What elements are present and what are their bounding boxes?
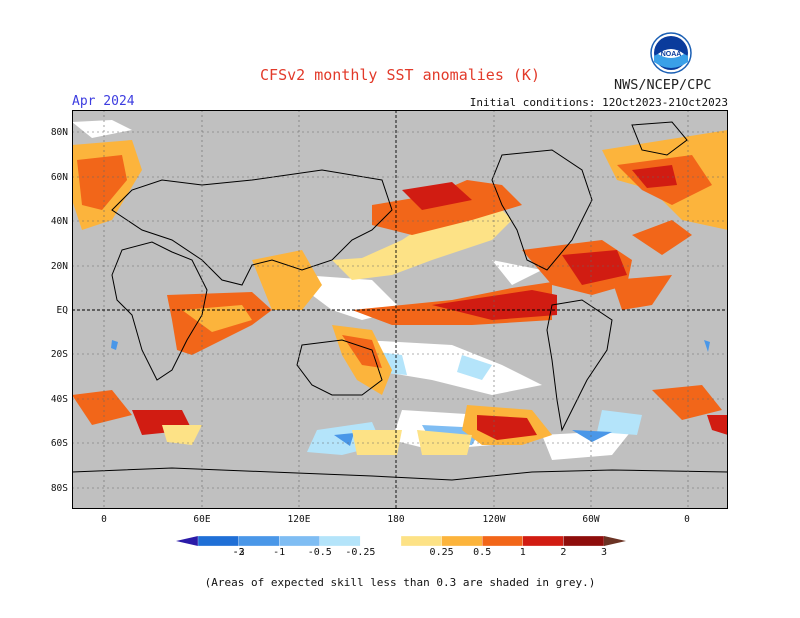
- colorbar-segment: [522, 535, 564, 547]
- colorbar-tick-label: -2: [232, 547, 245, 558]
- lat-label: 40S: [50, 394, 68, 405]
- sst-anomaly-map: [72, 110, 728, 509]
- colorbar-min-arrow: [176, 536, 198, 546]
- organization-label: NWS/NCEP/CPC: [614, 77, 712, 93]
- lon-label: 60W: [582, 514, 600, 525]
- lon-label: 0: [684, 514, 690, 525]
- continent-outlines: [72, 121, 728, 481]
- colorbar-segment: [279, 535, 320, 547]
- positive-anomaly-areas: [72, 130, 728, 455]
- colorbar-tick-label: 2: [560, 547, 567, 558]
- colorbar-segment: [400, 535, 442, 547]
- colorbar-tick-label: -1: [273, 547, 286, 558]
- lat-label: 20S: [50, 349, 68, 360]
- colorbar-segment: [482, 535, 523, 547]
- colorbar: [176, 535, 626, 547]
- logo-text: NOAA: [661, 51, 682, 58]
- colorbar-tick-label: -3: [232, 547, 245, 558]
- colorbar-tick-label: -0.25: [345, 547, 376, 558]
- colorbar-segment: [197, 535, 239, 547]
- colorbar-segment: [441, 535, 483, 547]
- antarctica-outline: [72, 467, 728, 481]
- colorbar-tick-label: 3: [600, 547, 608, 558]
- lat-label: 60S: [50, 438, 68, 449]
- skill-footnote: (Areas of expected skill less than 0.3 a…: [204, 576, 596, 589]
- south-america-outline: [546, 299, 613, 432]
- lat-label: 80S: [50, 483, 68, 494]
- australia-outline: [296, 339, 383, 396]
- initial-conditions-label: Initial conditions: 12Oct2023-21Oct2023: [469, 96, 728, 109]
- colorbar-tick-label: 0.25: [429, 547, 454, 558]
- lat-label: 80N: [50, 127, 68, 138]
- eurasia-outline: [111, 169, 393, 286]
- colorbar-tick-label: -0.5: [307, 547, 332, 558]
- lat-label: 60N: [50, 172, 68, 183]
- africa-outline: [111, 241, 208, 381]
- colorbar-segment: [319, 535, 361, 547]
- colorbar-segment: [563, 535, 605, 547]
- lon-label: 180: [387, 514, 405, 525]
- lon-label: 120W: [482, 514, 506, 525]
- lat-label: 40N: [50, 216, 68, 227]
- colorbar-tick-label: 0.5: [473, 547, 492, 558]
- forecast-month-label: Apr 2024: [72, 94, 135, 109]
- greenland-outline: [631, 121, 688, 156]
- colorbar-max-arrow: [604, 536, 626, 546]
- colorbar-tick-label: 1: [519, 547, 526, 558]
- chart-title: CFSv2 monthly SST anomalies (K): [260, 66, 540, 84]
- noaa-logo: NOAA: [650, 32, 692, 74]
- lat-label: EQ: [56, 305, 68, 316]
- lon-label: 120E: [287, 514, 311, 525]
- lon-label: 0: [101, 514, 107, 525]
- lat-label: 20N: [50, 261, 68, 272]
- map-frame: [72, 110, 728, 509]
- lon-label: 60E: [193, 514, 211, 525]
- north-america-outline: [491, 149, 593, 271]
- colorbar-segment: [238, 535, 280, 547]
- graticule: [72, 110, 728, 509]
- colorbar-segment: [360, 535, 402, 547]
